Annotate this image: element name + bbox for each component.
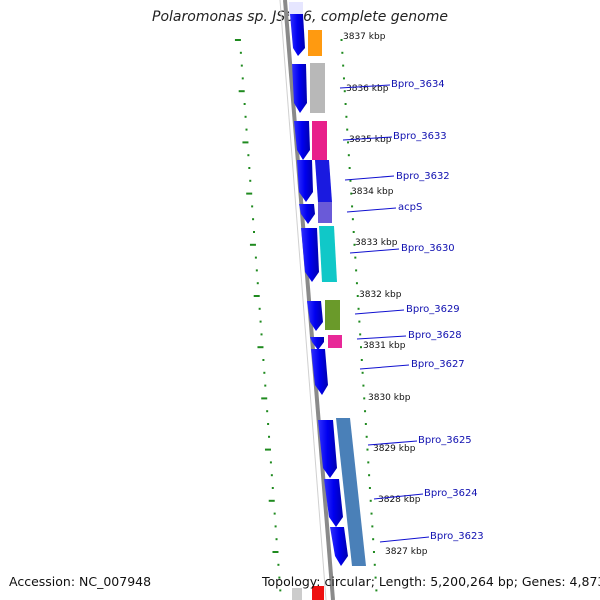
kbp-label: 3829 kbp <box>373 444 416 454</box>
gene-label: Bpro_3634 <box>391 79 445 90</box>
bottom-partial-feature <box>292 588 302 600</box>
blue-gene-arrow <box>292 64 307 113</box>
kbp-label: 3837 kbp <box>343 32 386 42</box>
blue-gene-arrow <box>318 420 337 478</box>
blue-gene-arrow <box>301 228 319 282</box>
blue-gene-arrow <box>330 527 348 566</box>
cog-block-orange <box>308 30 322 56</box>
cog-block-gray <box>310 63 325 113</box>
accession-label: Accession: NC_007948 <box>9 574 152 589</box>
leader-line <box>367 440 418 446</box>
genome-backbone <box>283 0 335 600</box>
leader-line <box>379 536 430 543</box>
leader-line <box>354 309 405 315</box>
gene-label: Bpro_3628 <box>408 330 462 341</box>
inner-tick-marks <box>340 39 378 592</box>
cog-block-green <box>325 300 340 330</box>
leader-line <box>373 493 424 500</box>
blue-gene-arrow <box>294 121 310 160</box>
blue-gene-arrow <box>290 14 305 56</box>
leader-line <box>342 136 393 141</box>
kbp-label: 3827 kbp <box>385 547 428 557</box>
cog-block-blue <box>315 160 332 202</box>
gene-label: Bpro_3630 <box>401 243 455 254</box>
leader-line <box>339 84 391 89</box>
genome-backbone-inner <box>279 0 327 600</box>
gene-label: Bpro_3624 <box>424 488 478 499</box>
gene-label: acpS <box>398 202 422 213</box>
gene-label: Bpro_3627 <box>411 359 465 370</box>
kbp-label: 3832 kbp <box>359 290 402 300</box>
cog-block-magenta <box>328 335 342 348</box>
bottom-partial-feature <box>312 586 324 600</box>
genome-summary: Topology: circular; Length: 5,200,264 bp… <box>262 574 600 589</box>
blue-gene-arrow <box>311 349 328 395</box>
leader-line <box>349 248 400 254</box>
leader-line <box>359 364 410 370</box>
kbp-label: 3830 kbp <box>368 393 411 403</box>
kbp-label: 3828 kbp <box>378 495 421 505</box>
cog-block-purple <box>318 202 332 223</box>
kbp-label: 3836 kbp <box>346 84 389 94</box>
leader-line <box>346 207 397 213</box>
kbp-label: 3834 kbp <box>351 187 394 197</box>
gene-label: Bpro_3629 <box>406 304 460 315</box>
gene-label: Bpro_3625 <box>418 435 472 446</box>
cog-block-pink <box>312 121 327 160</box>
gene-label: Bpro_3623 <box>430 531 484 542</box>
leader-line <box>344 175 395 181</box>
cog-block-steelblue <box>336 418 366 566</box>
blue-gene-arrow <box>324 479 343 527</box>
kbp-label: 3831 kbp <box>363 341 406 351</box>
kbp-label: 3833 kbp <box>355 238 398 248</box>
leader-line <box>356 335 407 340</box>
cog-block-cyan <box>319 226 337 282</box>
blue-gene-arrow <box>307 301 323 331</box>
gene-leader-lines <box>339 84 430 543</box>
blue-gene-arrow <box>299 204 315 224</box>
blue-gene-arrow <box>310 337 324 350</box>
outer-tick-marks <box>234 39 282 592</box>
top-partial-feature <box>289 2 303 16</box>
gene-label: Bpro_3633 <box>393 131 447 142</box>
gene-label: Bpro_3632 <box>396 171 450 182</box>
kbp-label: 3835 kbp <box>349 135 392 145</box>
blue-gene-arrow <box>297 160 313 202</box>
